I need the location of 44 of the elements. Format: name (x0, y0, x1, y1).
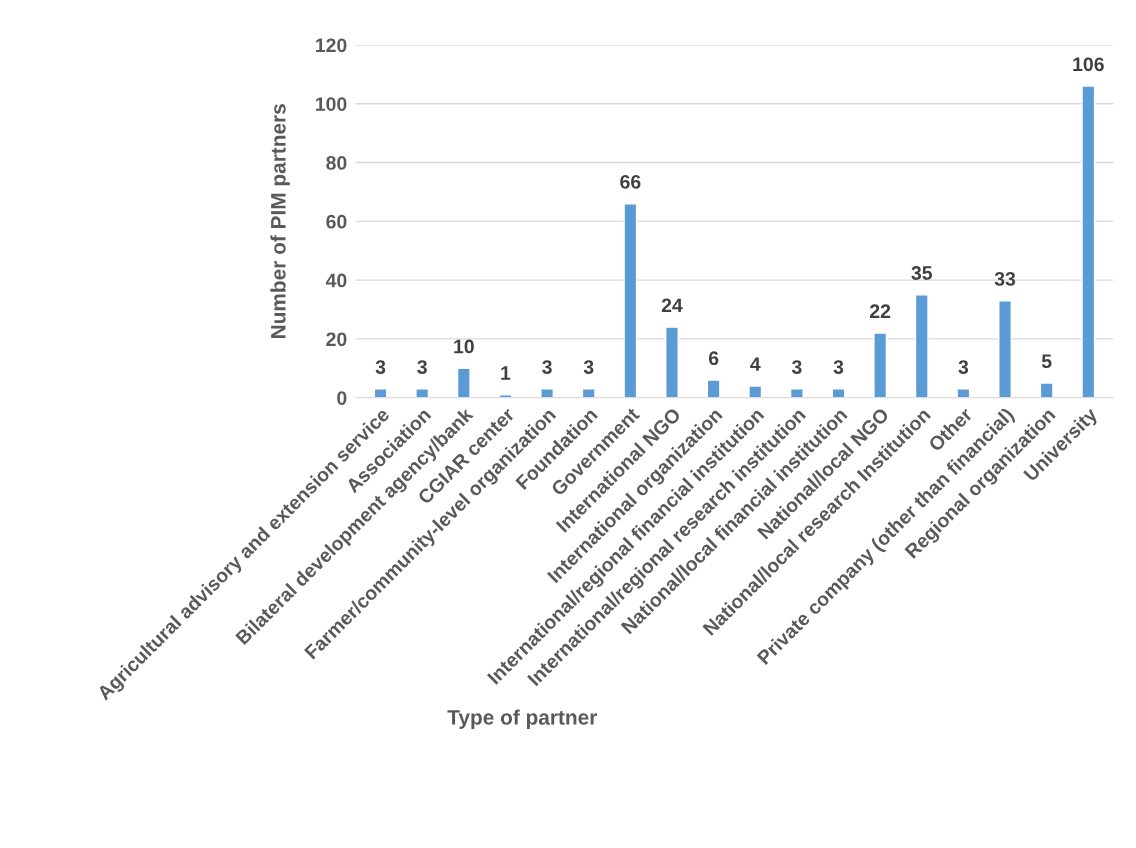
data-label: 3 (375, 360, 386, 374)
data-label: 3 (583, 360, 594, 374)
x-axis-title: Type of partner (447, 709, 598, 729)
data-label: 3 (791, 360, 802, 374)
bar (665, 326, 679, 398)
bar (789, 388, 804, 398)
bar (831, 388, 846, 398)
y-tick-label: 40 (325, 273, 347, 288)
data-label: 10 (454, 339, 474, 354)
bar (1039, 382, 1054, 398)
data-label: 33 (994, 271, 1016, 286)
data-label: 1 (501, 366, 511, 380)
bar (998, 300, 1012, 398)
data-label: 3 (417, 360, 427, 374)
y-tick-label: 20 (326, 332, 347, 347)
bar (956, 388, 971, 398)
data-label: 5 (1041, 354, 1052, 369)
data-label: 3 (542, 360, 552, 374)
data-label: 3 (833, 360, 844, 374)
bar (456, 367, 471, 398)
data-label: 6 (708, 351, 719, 366)
y-tick-label: 80 (326, 156, 347, 170)
bar (873, 332, 888, 398)
bar (706, 379, 721, 398)
bar (914, 294, 929, 398)
bar (373, 388, 388, 398)
y-tick-label: 0 (337, 391, 347, 405)
y-axis-title: Number of PIM partners (270, 104, 290, 338)
data-label: 22 (870, 304, 891, 318)
bar (623, 202, 638, 398)
data-label: 24 (661, 298, 683, 313)
bar (581, 388, 596, 398)
data-label: 3 (958, 360, 969, 374)
data-label: 4 (750, 357, 761, 371)
bar (415, 388, 430, 398)
data-label: 35 (911, 266, 933, 280)
y-tick-label: 60 (326, 214, 347, 229)
y-tick-label: 120 (316, 38, 347, 53)
data-label: 106 (1073, 57, 1104, 72)
y-tick-label: 100 (316, 97, 347, 111)
data-label: 66 (620, 174, 641, 189)
bar (1081, 85, 1096, 398)
bar (748, 385, 763, 398)
bar (540, 388, 555, 398)
